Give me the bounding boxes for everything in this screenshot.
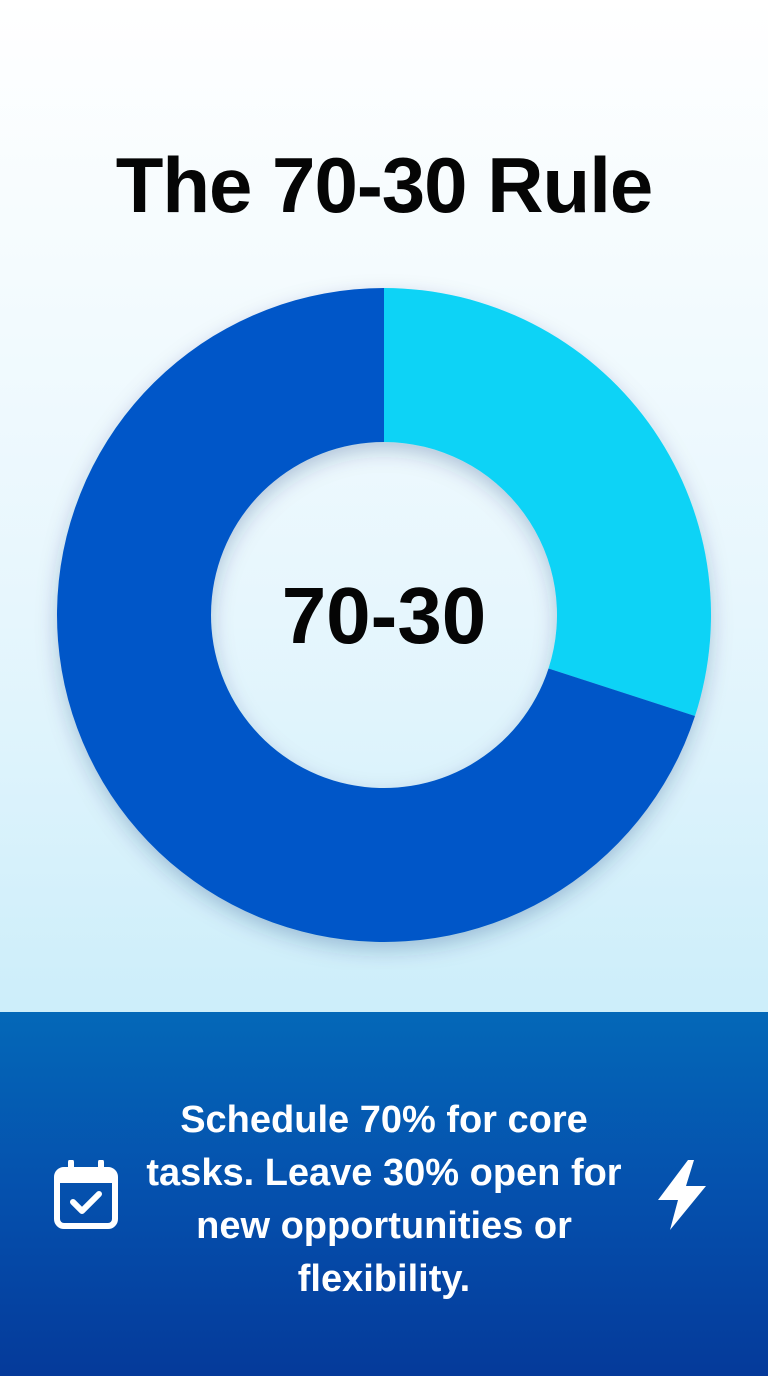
footer-text: Schedule 70% for core tasks. Leave 30% o…	[146, 1099, 622, 1300]
donut-slice-70	[57, 288, 695, 942]
lightning-bolt-icon	[658, 1160, 706, 1230]
donut-chart	[57, 288, 711, 942]
page-title: The 70-30 Rule	[115, 141, 654, 229]
calendar-check-icon	[54, 1160, 118, 1229]
footer-panel: Schedule 70% for core tasks. Leave 30% o…	[0, 1012, 768, 1376]
donut-slice-30	[384, 288, 711, 717]
donut-center-label: 70-30	[281, 571, 487, 660]
